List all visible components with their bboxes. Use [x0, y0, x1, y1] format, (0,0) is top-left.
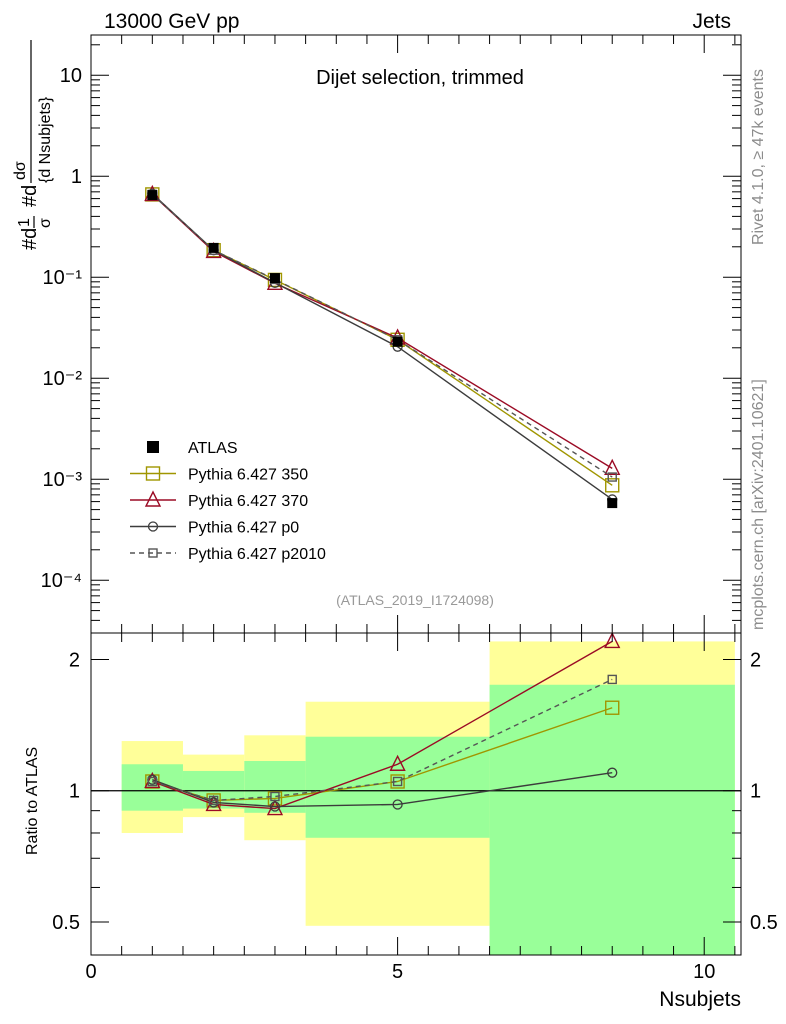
uncertainty-band-inner [489, 684, 735, 955]
ratio-point-p2010 [208, 795, 219, 806]
ratio-point-p0 [269, 801, 281, 812]
ratio-point-p0 [392, 799, 403, 810]
legend-marker-p0 [147, 521, 159, 532]
ratio-point-p370 [604, 631, 621, 649]
main-frame [90, 34, 742, 634]
main-y-axis-label: #d 1 σ #d dσ {d Nsubjets} [12, 40, 54, 250]
ratio-frame [90, 632, 742, 956]
svg-text:{d Nsubjets}: {d Nsubjets} [37, 96, 54, 183]
ratio-point-p2010 [147, 776, 158, 787]
series-line-p370 [151, 193, 613, 469]
ratio-axis-ticks [90, 633, 741, 955]
ratio-point-p2010 [392, 776, 403, 787]
x-tick-label: 0 [85, 961, 96, 983]
y-tick-label: 1 [71, 166, 82, 188]
point-data [392, 336, 403, 347]
ratio-point-p0 [607, 767, 618, 778]
legend-marker-data [147, 441, 159, 453]
x-tick-label: 5 [392, 961, 403, 983]
ratio-point-p370 [266, 799, 284, 816]
ratio-y-tick-label-left: 1 [69, 781, 80, 803]
rivet-label: Rivet 4.1.0, ≥ 47k events [750, 69, 767, 245]
ratio-y-tick-label-right: 1 [750, 781, 761, 803]
ratio-point-p370 [389, 754, 406, 771]
ratio-panel: 0.5 0.5 1 1 2 2 0 5 10 Ratio to ATLAS Nsubjets [24, 631, 778, 1011]
main-y-tick-labels: 10 1 10⁻¹ 10⁻² 10⁻³ 10⁻⁴ [41, 65, 83, 592]
x-tick-labels: 0 5 10 [85, 961, 715, 983]
ratio-y-tick-label-left: 0.5 [52, 912, 80, 934]
ratio-point-p2010 [607, 674, 617, 685]
ratio-line-p2010 [152, 678, 613, 802]
y-tick-label: 10⁻¹ [43, 267, 83, 289]
svg-text:1: 1 [16, 218, 33, 227]
x-axis-label: Nsubjets [659, 988, 741, 1011]
ratio-point-p2010 [270, 791, 280, 802]
point-data [269, 273, 280, 284]
x-tick-label: 10 [693, 961, 715, 983]
ratio-y-axis-label: Ratio to ATLAS [24, 747, 41, 855]
legend-label-p350: Pythia 6.427 350 [188, 467, 308, 484]
ratio-point-p350 [605, 700, 620, 715]
point-p370 [604, 458, 621, 476]
ratio-plot-content [91, 631, 741, 955]
legend-label-p370: Pythia 6.427 370 [188, 493, 308, 510]
uncertainty-band-inner [244, 760, 306, 813]
ratio-y-tick-label-right: 0.5 [750, 912, 778, 934]
main-title: Dijet selection, trimmed [316, 67, 524, 89]
svg-text:dσ: dσ [12, 161, 29, 180]
source-label: mcplots.cern.ch [arXiv:2401.10621] [750, 379, 767, 630]
ratio-y-tick-label-right: 2 [750, 649, 761, 671]
series-line-p2010 [151, 193, 613, 478]
legend-marker-p370 [144, 490, 162, 507]
point-p350 [605, 478, 620, 493]
legend-label-data: ATLAS [188, 440, 238, 457]
legend-label-p0: Pythia 6.427 p0 [188, 520, 299, 537]
legend-marker-p2010 [148, 548, 158, 558]
main-panel: 10 1 10⁻¹ 10⁻² 10⁻³ 10⁻⁴ Dijet selection, tri… [12, 34, 742, 634]
svg-text:#d: #d [19, 228, 41, 250]
category-label: Jets [692, 10, 731, 33]
legend: ATLAS Pythia 6.427 350 Pythia 6.427 370 Pyt… [130, 440, 326, 563]
analysis-label: (ATLAS_2019_I1724098) [336, 592, 494, 608]
ratio-line-p0 [152, 771, 613, 808]
main-plot-content [144, 184, 621, 509]
y-tick-label: 10⁻⁴ [41, 570, 82, 592]
ratio-line-p370 [152, 640, 613, 810]
legend-label-p2010: Pythia 6.427 p2010 [188, 546, 326, 563]
point-data [607, 498, 618, 509]
y-tick-label: 10⁻³ [43, 469, 83, 491]
ratio-y-tick-label-left: 2 [69, 649, 80, 671]
svg-text:#d: #d [19, 185, 41, 207]
energy-label: 13000 GeV pp [104, 10, 239, 33]
svg-text:σ: σ [37, 218, 54, 228]
point-p2010 [607, 472, 617, 482]
ratio-point-p350 [390, 774, 405, 789]
ratio-y-tick-labels: 0.5 0.5 1 1 2 2 [52, 649, 778, 934]
uncertainty-band-inner [305, 736, 490, 838]
y-tick-label: 10⁻² [43, 368, 83, 390]
point-data [208, 242, 219, 253]
point-data [147, 190, 158, 201]
y-tick-label: 10 [60, 65, 82, 87]
main-axis-ticks [90, 35, 741, 634]
legend-marker-p350 [145, 466, 161, 481]
